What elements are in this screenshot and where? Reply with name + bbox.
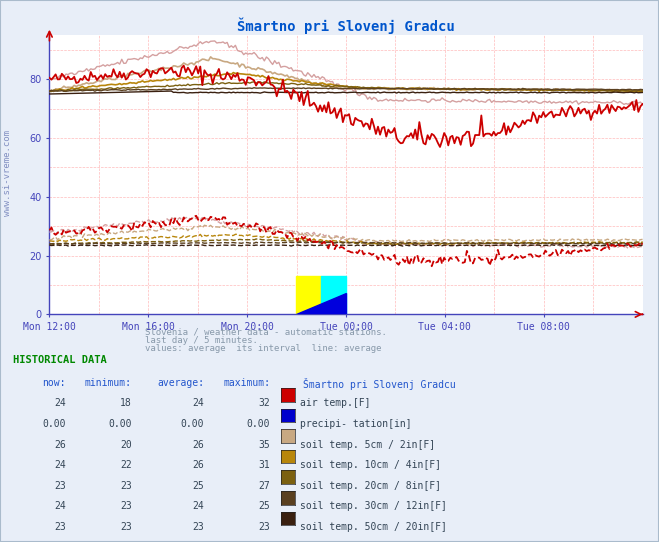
Text: average:: average: — [158, 378, 204, 388]
Text: 24: 24 — [54, 398, 66, 408]
Text: precipi- tation[in]: precipi- tation[in] — [300, 419, 411, 429]
Text: 23: 23 — [54, 522, 66, 532]
Text: 0.00: 0.00 — [108, 419, 132, 429]
Text: 24: 24 — [54, 460, 66, 470]
Text: Šmartno pri Slovenj Gradcu: Šmartno pri Slovenj Gradcu — [302, 378, 455, 390]
Text: 23: 23 — [192, 522, 204, 532]
Text: 26: 26 — [192, 460, 204, 470]
Text: 26: 26 — [54, 440, 66, 449]
Text: 26: 26 — [192, 440, 204, 449]
Text: 23: 23 — [54, 481, 66, 491]
Text: 23: 23 — [120, 481, 132, 491]
Text: 25: 25 — [258, 501, 270, 511]
Text: www.si-vreme.com: www.si-vreme.com — [3, 131, 13, 216]
Text: 24: 24 — [192, 501, 204, 511]
Text: 25: 25 — [192, 481, 204, 491]
Text: 35: 35 — [258, 440, 270, 449]
Text: now:: now: — [42, 378, 66, 388]
Text: soil temp. 10cm / 4in[F]: soil temp. 10cm / 4in[F] — [300, 460, 441, 470]
Bar — [296, 276, 321, 314]
Text: 18: 18 — [120, 398, 132, 408]
Bar — [321, 276, 346, 314]
Text: soil temp. 5cm / 2in[F]: soil temp. 5cm / 2in[F] — [300, 440, 435, 449]
Polygon shape — [296, 293, 346, 314]
Text: 0.00: 0.00 — [42, 419, 66, 429]
Text: maximum:: maximum: — [223, 378, 270, 388]
Text: 23: 23 — [120, 501, 132, 511]
Text: soil temp. 20cm / 8in[F]: soil temp. 20cm / 8in[F] — [300, 481, 441, 491]
Text: soil temp. 30cm / 12in[F]: soil temp. 30cm / 12in[F] — [300, 501, 447, 511]
Text: HISTORICAL DATA: HISTORICAL DATA — [13, 355, 107, 365]
Text: minimum:: minimum: — [85, 378, 132, 388]
Text: 22: 22 — [120, 460, 132, 470]
Text: 20: 20 — [120, 440, 132, 449]
Text: values: average  its interval  line: average: values: average its interval line: avera… — [145, 344, 382, 353]
Text: 0.00: 0.00 — [181, 419, 204, 429]
Text: Slovenia / weather data - automatic stations.: Slovenia / weather data - automatic stat… — [145, 328, 387, 337]
Text: 31: 31 — [258, 460, 270, 470]
Text: 0.00: 0.00 — [246, 419, 270, 429]
Text: 27: 27 — [258, 481, 270, 491]
Text: 24: 24 — [54, 501, 66, 511]
Text: 23: 23 — [258, 522, 270, 532]
Text: air temp.[F]: air temp.[F] — [300, 398, 370, 408]
Title: Šmartno pri Slovenj Gradcu: Šmartno pri Slovenj Gradcu — [237, 17, 455, 34]
Text: 23: 23 — [120, 522, 132, 532]
Text: 32: 32 — [258, 398, 270, 408]
Text: soil temp. 50cm / 20in[F]: soil temp. 50cm / 20in[F] — [300, 522, 447, 532]
Text: last day / 5 minutes.: last day / 5 minutes. — [145, 336, 258, 345]
Text: 24: 24 — [192, 398, 204, 408]
